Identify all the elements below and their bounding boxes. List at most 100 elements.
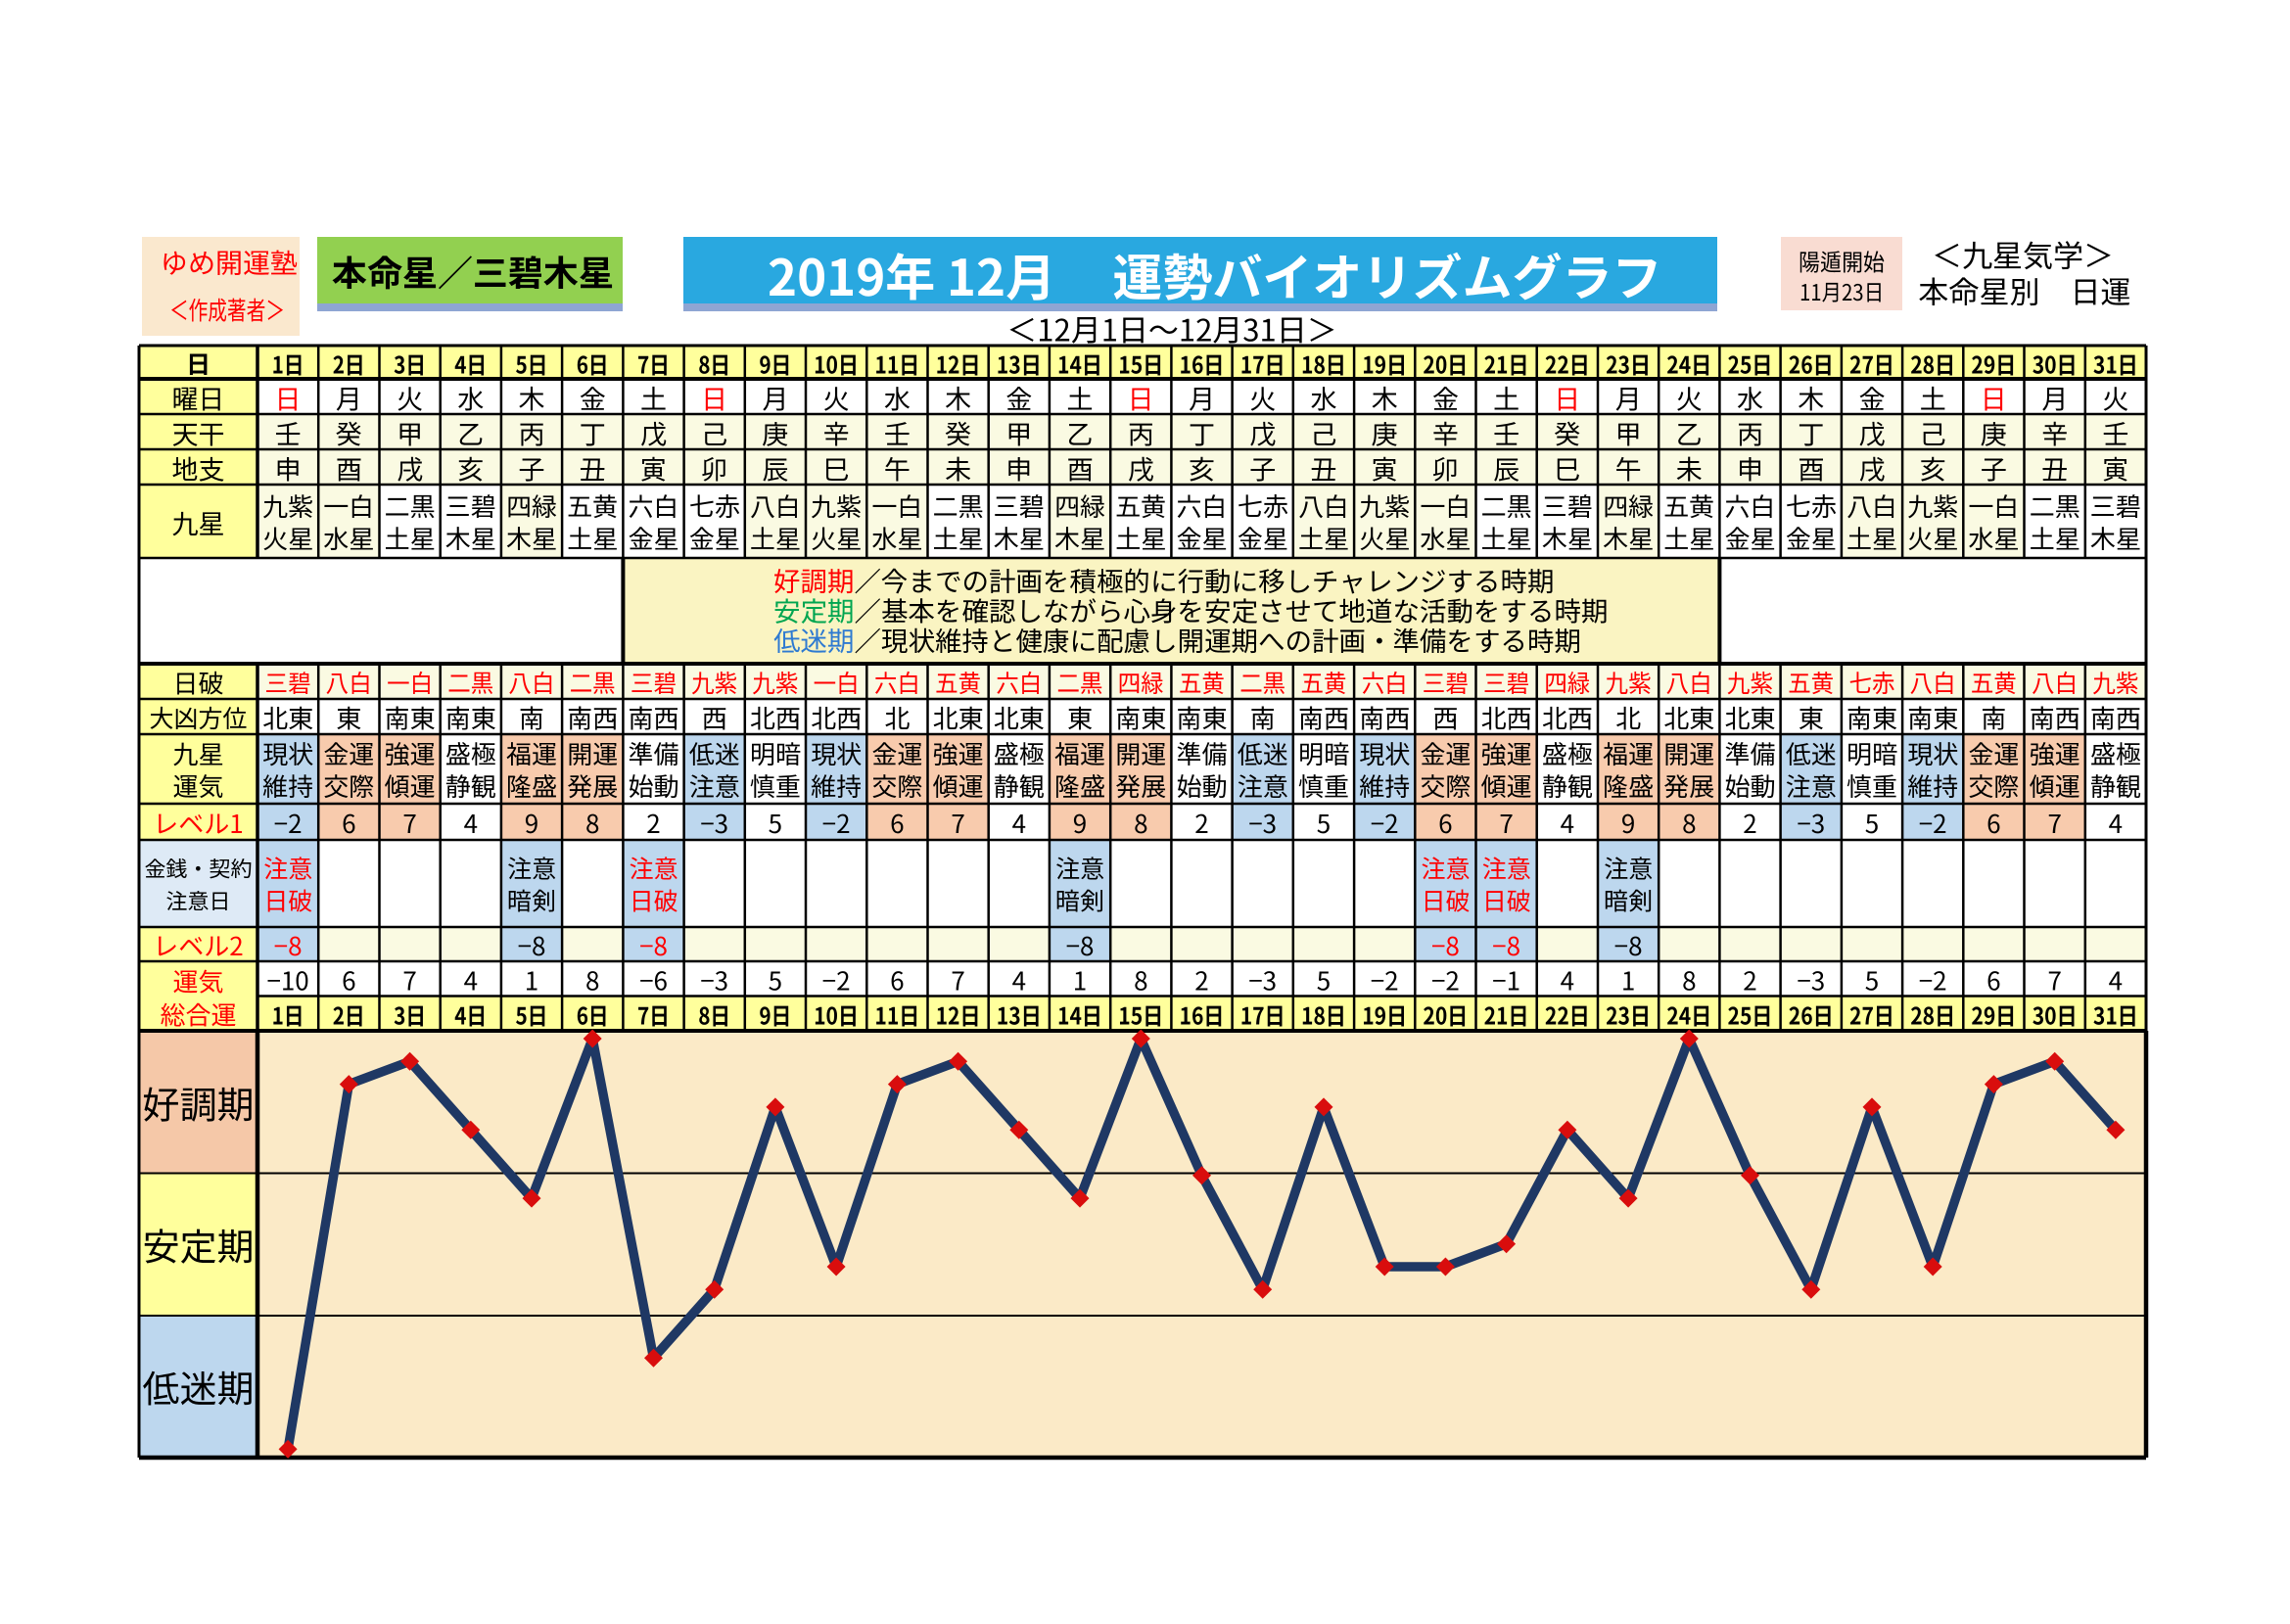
svg-text:日破: 日破 [172,665,223,701]
svg-text:南: 南 [519,700,544,736]
svg-text:庚: 庚 [762,414,788,452]
svg-text:慎重: 慎重 [1846,767,1897,804]
svg-text:8: 8 [585,961,599,998]
svg-text:始動: 始動 [1724,767,1775,804]
svg-text:月: 月 [336,379,362,417]
svg-text:丙: 丙 [519,414,545,452]
svg-text:丑: 丑 [580,449,606,487]
svg-text:四緑: 四緑 [506,487,557,524]
svg-text:−3: −3 [700,805,728,841]
svg-text:南西: 南西 [567,700,618,736]
svg-text:8: 8 [1682,961,1696,998]
svg-text:2019年 12月: 2019年 12月 [768,238,1055,310]
svg-text:発展: 発展 [1663,767,1714,804]
svg-text:維持: 維持 [1907,767,1958,804]
svg-text:木星: 木星 [1054,520,1105,556]
svg-text:−2: −2 [1919,805,1947,841]
svg-text:五黄: 五黄 [935,665,981,700]
svg-text:戊: 戊 [640,414,667,452]
svg-text:土星: 土星 [1481,520,1532,556]
svg-text:六白: 六白 [1362,665,1408,700]
svg-text:木星: 木星 [1542,520,1593,556]
svg-text:7: 7 [951,961,964,998]
svg-text:東: 東 [336,700,361,736]
svg-text:5: 5 [1865,805,1879,841]
svg-text:交際: 交際 [1420,767,1471,804]
svg-text:卯: 卯 [1432,449,1459,487]
svg-text:開運: 開運 [1115,735,1166,771]
svg-text:八白: 八白 [1666,665,1712,700]
svg-text:2: 2 [646,805,660,841]
svg-text:15日: 15日 [1118,347,1163,381]
svg-text:明暗: 明暗 [750,735,801,771]
svg-text:強運: 強運 [933,735,984,771]
svg-text:4: 4 [1012,805,1026,841]
svg-text:金運: 金運 [323,735,374,771]
svg-text:火星: 火星 [262,520,313,556]
svg-text:30日: 30日 [2033,347,2078,381]
svg-text:九紫: 九紫 [262,487,313,524]
svg-text:二黒: 二黒 [1481,487,1532,524]
svg-text:31日: 31日 [2093,998,2138,1032]
svg-text:1: 1 [1073,961,1087,998]
svg-text:南西: 南西 [628,700,678,736]
svg-text:三碧: 三碧 [1423,665,1469,700]
svg-text:六白: 六白 [874,665,920,700]
svg-text:北東: 北東 [1663,700,1714,736]
svg-text:北西: 北西 [750,700,801,736]
svg-text:1日: 1日 [272,347,304,381]
svg-text:辰: 辰 [1493,449,1519,487]
svg-text:土: 土 [640,379,667,417]
svg-text:−2: −2 [822,805,851,841]
svg-text:水: 水 [1311,379,1337,417]
svg-text:八白: 八白 [1910,665,1956,700]
svg-text:維持: 維持 [262,767,313,804]
svg-text:ゆめ開運塾: ゆめ開運塾 [161,243,298,282]
svg-text:五黄: 五黄 [1115,487,1166,524]
svg-text:天干: 天干 [172,414,225,452]
svg-text:金運: 金運 [1968,735,2019,771]
svg-text:三碧: 三碧 [631,665,677,700]
svg-text:注意: 注意 [507,851,556,886]
svg-text:傾運: 傾運 [385,767,436,804]
svg-text:−6: −6 [639,961,668,998]
svg-text:南: 南 [1981,700,2006,736]
svg-text:卯: 卯 [701,449,727,487]
svg-text:9: 9 [1073,805,1087,841]
svg-text:6: 6 [890,805,904,841]
svg-text:二黒: 二黒 [447,665,493,700]
svg-text:19日: 19日 [1362,347,1407,381]
svg-text:12日: 12日 [936,998,981,1032]
svg-text:発展: 発展 [567,767,618,804]
svg-text:戊: 戊 [1249,414,1276,452]
svg-text:九紫: 九紫 [1606,665,1652,700]
svg-text:木星: 木星 [506,520,557,556]
svg-text:東: 東 [1067,700,1093,736]
svg-text:運勢バイオリズムグラフ: 運勢バイオリズムグラフ [1112,238,1661,310]
svg-text:一白: 一白 [871,487,922,524]
svg-text:28日: 28日 [1910,998,1955,1032]
svg-text:−2: −2 [1431,961,1460,998]
svg-text:月: 月 [1189,379,1215,417]
svg-text:2日: 2日 [333,998,365,1032]
svg-text:日: 日 [275,379,302,417]
svg-text:辛: 辛 [823,414,850,452]
svg-text:六白: 六白 [1724,487,1775,524]
svg-text:申: 申 [1005,449,1032,487]
svg-text:9: 9 [525,805,538,841]
svg-text:水: 水 [1737,379,1763,417]
svg-text:傾運: 傾運 [2030,767,2080,804]
svg-text:−8: −8 [639,927,668,963]
svg-text:丙: 丙 [1128,414,1154,452]
svg-text:八白: 八白 [1846,487,1897,524]
svg-text:22日: 22日 [1545,347,1590,381]
svg-text:戌: 戌 [397,449,423,487]
svg-text:二黒: 二黒 [570,665,616,700]
svg-text:一白: 一白 [323,487,374,524]
svg-text:注意: 注意 [629,851,678,886]
svg-text:盛極: 盛極 [994,735,1045,771]
svg-text:低迷期: 低迷期 [142,1360,254,1414]
svg-text:強運: 強運 [2030,735,2080,771]
svg-text:25日: 25日 [1728,998,1773,1032]
svg-text:好調期／今までの計画を積極的に行動に移しチャレンジする時期: 好調期／今までの計画を積極的に行動に移しチャレンジする時期 [773,560,1555,599]
